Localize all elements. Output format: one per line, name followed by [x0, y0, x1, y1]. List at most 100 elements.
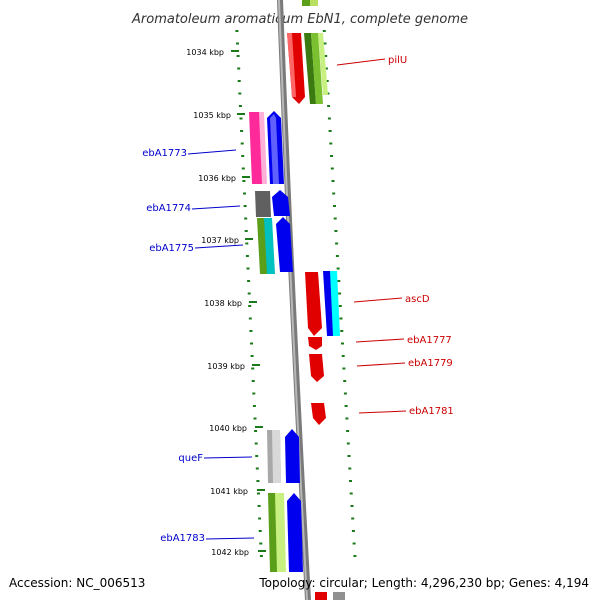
tick-dot	[245, 242, 249, 245]
tick-dot	[237, 80, 241, 82]
tick-dot	[323, 42, 327, 45]
tick-dot	[350, 505, 354, 507]
tick-dot	[250, 342, 253, 345]
accession-text: Accession: NC_006513	[9, 576, 145, 590]
gene-arrow-eba1781	[311, 403, 326, 425]
tick-dot	[334, 230, 338, 232]
tick-dot	[328, 130, 332, 132]
tick-dot	[254, 442, 258, 445]
tick-dot	[351, 517, 355, 520]
tick-dot	[341, 342, 344, 345]
tick-dot	[348, 467, 352, 470]
tick-dot	[345, 417, 349, 420]
gene-label-eba1773[interactable]: ebA1773	[142, 148, 187, 159]
tick-track	[235, 30, 357, 557]
tick-dot	[342, 367, 346, 370]
tick-dot	[332, 192, 336, 195]
tick-dot	[245, 255, 249, 257]
gene-arrow	[302, 0, 318, 6]
tick-dot	[240, 142, 244, 145]
tick-dot	[253, 417, 257, 420]
tick-dot	[254, 430, 258, 432]
tick-dot	[243, 192, 246, 195]
gene-arrow-ascd	[305, 271, 340, 336]
genome-backbone	[277, 0, 311, 600]
gene-label-pilu[interactable]: pilU	[388, 55, 407, 66]
tick-dot	[326, 92, 330, 95]
gene-labels-forward: ebA1773 ebA1774 ebA1775 queF ebA1783	[142, 148, 255, 544]
gene-arrow	[315, 592, 345, 600]
gene-arrow-pilu	[287, 33, 305, 104]
scale-tick: 1041 kbp	[210, 487, 265, 496]
gene-label-eba1775[interactable]: ebA1775	[149, 243, 194, 254]
tick-dot	[244, 217, 248, 220]
tick-label: 1042 kbp	[211, 548, 249, 557]
tick-dot	[349, 480, 352, 482]
gene-label-eba1777[interactable]: ebA1777	[407, 335, 452, 346]
tick-dot	[249, 330, 253, 332]
tick-dot	[327, 117, 331, 120]
gene-label-eba1779[interactable]: ebA1779	[408, 358, 453, 369]
scale-tick: 1034 kbp	[186, 48, 239, 57]
tick-dot	[247, 292, 251, 295]
map-title: Aromatoleum aromaticum EbN1, complete ge…	[131, 12, 468, 27]
gene-label-quef[interactable]: queF	[178, 453, 203, 464]
tick-label: 1035 kbp	[193, 111, 231, 120]
scale-tick: 1035 kbp	[193, 111, 245, 120]
scale-tick: 1038 kbp	[204, 299, 257, 308]
tick-dot	[259, 555, 263, 557]
tick-label: 1037 kbp	[201, 236, 239, 245]
tick-dot	[322, 30, 326, 32]
scale-tick: 1040 kbp	[209, 424, 263, 433]
gene-arrow	[304, 33, 328, 104]
tick-dot	[339, 317, 343, 320]
scale-tick: 1036 kbp	[198, 174, 250, 183]
tick-dot	[238, 92, 242, 95]
tick-dot	[251, 367, 255, 370]
tick-dot	[255, 455, 259, 457]
scale-ticks: 1034 kbp 1035 kbp 1036 kbp 1037 kbp 1038…	[186, 48, 266, 557]
tick-label: 1039 kbp	[207, 362, 245, 371]
gene-label-ascd[interactable]: ascD	[405, 294, 430, 305]
tick-dot	[340, 330, 344, 332]
tick-dot	[240, 130, 244, 132]
tick-dot	[347, 455, 351, 457]
gene-arrow-eba1783	[268, 493, 303, 572]
gene-label-eba1774[interactable]: ebA1774	[146, 203, 191, 214]
gene-arrow-quef	[267, 429, 300, 483]
tick-dot	[344, 405, 348, 407]
tick-dot	[259, 542, 263, 545]
tick-dot	[248, 305, 252, 307]
tick-dot	[330, 167, 334, 170]
tick-dot	[237, 67, 241, 70]
gene-label-eba1783[interactable]: ebA1783	[160, 533, 205, 544]
tick-dot	[346, 430, 350, 432]
tick-label: 1034 kbp	[186, 48, 224, 57]
tick-dot	[239, 117, 243, 120]
tick-dot	[338, 305, 342, 307]
gene-arrow-eba1775	[257, 217, 293, 274]
tick-dot	[241, 167, 245, 170]
scale-tick: 1037 kbp	[201, 236, 253, 245]
tick-dot	[343, 380, 347, 382]
tick-dot	[324, 55, 328, 57]
gene-label-eba1781[interactable]: ebA1781	[409, 406, 454, 417]
topology-text: Topology: circular; Length: 4,296,230 bp…	[258, 576, 589, 590]
tick-dot	[242, 180, 246, 182]
gene-arrow-eba1774	[255, 190, 290, 217]
tick-dot	[250, 355, 254, 357]
tick-dot	[343, 392, 347, 395]
tick-dot	[329, 142, 333, 145]
tick-dot	[352, 542, 356, 545]
tick-dot	[330, 155, 333, 157]
tick-dot	[238, 105, 242, 107]
tick-dot	[235, 30, 239, 32]
tick-dot	[252, 405, 256, 407]
gene-arrow-eba1779	[309, 354, 324, 382]
tick-dot	[236, 42, 239, 45]
tick-dot	[333, 205, 336, 207]
tick-dot	[325, 80, 329, 82]
tick-dot	[256, 480, 260, 482]
tick-dot	[346, 442, 350, 445]
